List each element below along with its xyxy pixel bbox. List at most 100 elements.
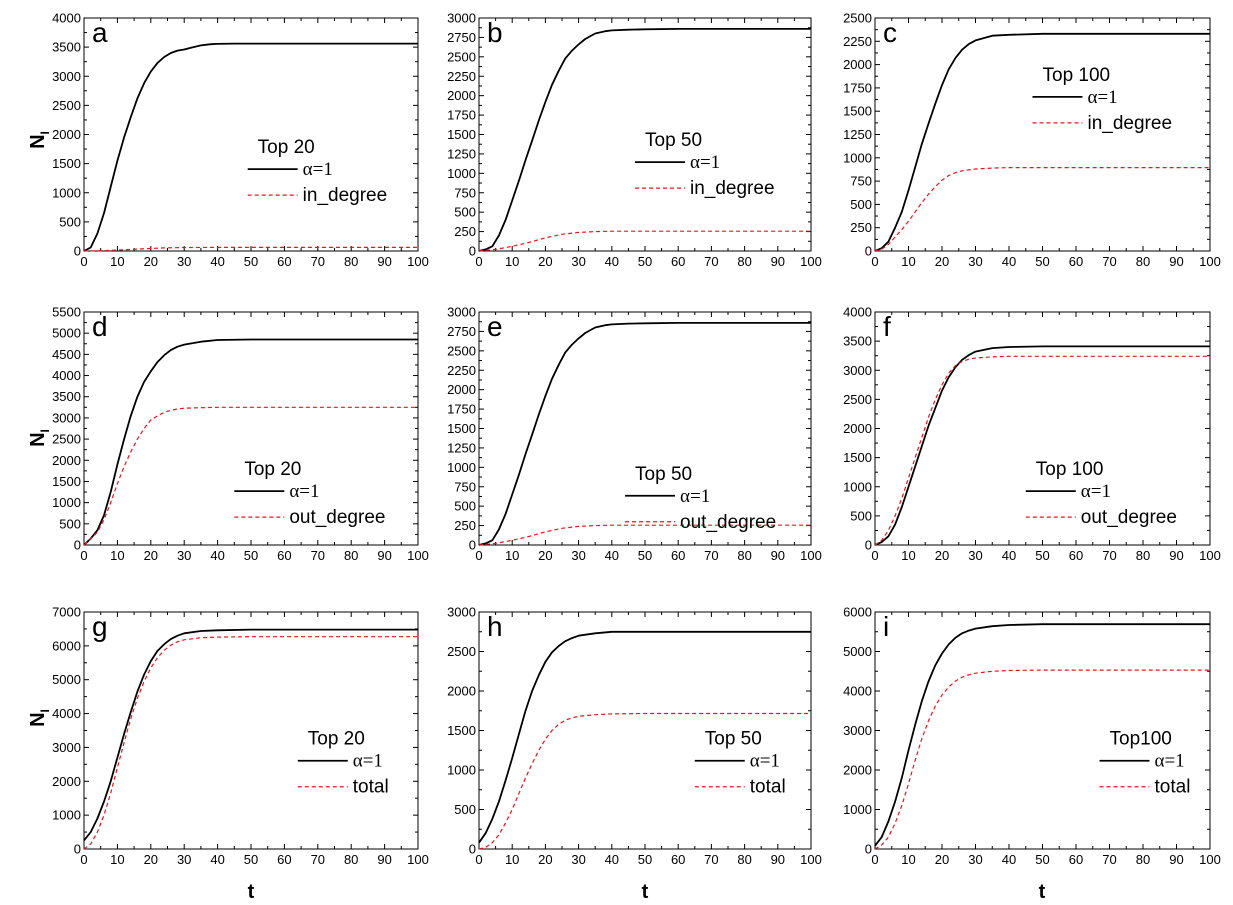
y-tick-label: 2000 xyxy=(447,88,476,103)
legend-title: Top 20 xyxy=(308,729,365,750)
y-tick-label: 250 xyxy=(454,518,476,533)
y-tick-label: 0 xyxy=(865,244,872,259)
x-tick-label: 70 xyxy=(311,852,325,867)
series-line-baseline xyxy=(478,712,811,850)
x-tick-label: 50 xyxy=(244,852,258,867)
y-tick-label: 2000 xyxy=(52,453,81,468)
x-tick-label: 60 xyxy=(671,852,685,867)
y-tick-label: 4000 xyxy=(843,684,872,699)
x-tick-label: 20 xyxy=(935,548,949,563)
legend-entry: α=1 xyxy=(690,152,720,173)
y-tick-label: 3000 xyxy=(843,363,872,378)
x-tick-label: 20 xyxy=(538,254,552,269)
x-tick-label: 70 xyxy=(311,254,325,269)
x-tick-label: 10 xyxy=(110,548,124,563)
x-tick-label: 70 xyxy=(1102,254,1116,269)
y-tick-label: 1750 xyxy=(843,80,872,95)
x-tick-label: 80 xyxy=(344,548,358,563)
panel-b: 0 10 20 30 40 50 60 70 80 90 100025050075010001250… xyxy=(447,11,822,270)
panel-c: 0 10 20 30 40 50 60 70 80 90 100025050075010001250… xyxy=(843,11,1221,270)
panel-letter: f xyxy=(883,311,891,342)
y-tick-label: 3500 xyxy=(52,389,81,404)
y-tick-label: 2500 xyxy=(843,11,872,26)
x-tick-label: 20 xyxy=(144,254,158,269)
y-axis-title-main: N xyxy=(27,712,49,726)
x-tick-label: 90 xyxy=(771,254,785,269)
x-tick-label: 60 xyxy=(671,548,685,563)
x-tick-label: 40 xyxy=(1002,548,1016,563)
legend-title: Top 20 xyxy=(258,137,315,158)
x-tick-label: 100 xyxy=(800,254,822,269)
series-line-alpha xyxy=(874,345,1210,546)
x-tick-label: 90 xyxy=(377,548,391,563)
x-tick-label: 50 xyxy=(1035,254,1049,269)
y-axis-title-subscript: I xyxy=(38,429,52,432)
series-line-alpha xyxy=(83,338,418,546)
y-tick-label: 2250 xyxy=(447,363,476,378)
y-tick-label: 1250 xyxy=(447,146,476,161)
y-axis-title-main: N xyxy=(27,134,49,148)
y-tick-label: 2500 xyxy=(447,644,476,659)
x-tick-label: 0 xyxy=(80,852,87,867)
y-tick-label: 1500 xyxy=(447,127,476,142)
x-tick-label: 0 xyxy=(475,852,482,867)
y-tick-label: 2000 xyxy=(447,382,476,397)
y-tick-label: 2500 xyxy=(52,98,81,113)
x-tick-label: 30 xyxy=(968,852,982,867)
x-tick-label: 80 xyxy=(737,548,751,563)
legend-title: Top 50 xyxy=(705,729,762,750)
y-tick-label: 0 xyxy=(74,538,81,553)
x-tick-label: 100 xyxy=(800,548,822,563)
legend-entry: α=1 xyxy=(750,751,780,772)
x-tick-label: 40 xyxy=(1002,852,1016,867)
x-tick-label: 70 xyxy=(704,548,718,563)
y-tick-label: 7000 xyxy=(52,605,81,620)
legend-entry: α=1 xyxy=(1088,87,1118,108)
y-tick-label: 5000 xyxy=(843,644,872,659)
x-tick-label: 50 xyxy=(638,548,652,563)
y-tick-label: 1000 xyxy=(447,460,476,475)
y-tick-label: 2250 xyxy=(447,69,476,84)
legend-entry: total xyxy=(353,777,389,798)
legend-entry: total xyxy=(1155,777,1191,798)
y-tick-label: 3500 xyxy=(843,334,872,349)
legend-entry: in_degree xyxy=(690,178,775,199)
plot-frame xyxy=(83,17,419,252)
x-tick-label: 50 xyxy=(244,548,258,563)
x-tick-label: 10 xyxy=(505,852,519,867)
x-tick-label: 40 xyxy=(210,548,224,563)
panel-letter: i xyxy=(883,611,889,642)
legend: Top 20α=1 in_degree xyxy=(247,137,387,206)
y-tick-label: 6000 xyxy=(52,638,81,653)
y-tick-label: 1000 xyxy=(843,479,872,494)
y-tick-label: 5000 xyxy=(52,326,81,341)
x-axis-title-col-1: t xyxy=(248,881,255,903)
x-tick-label: 80 xyxy=(737,852,751,867)
series-line-baseline xyxy=(874,355,1210,546)
y-tick-label: 2000 xyxy=(52,127,81,142)
x-tick-label: 50 xyxy=(1035,548,1049,563)
x-tick-label: 30 xyxy=(571,254,585,269)
panel-letter: d xyxy=(92,311,108,342)
x-tick-label: 30 xyxy=(968,254,982,269)
legend: Top 50α=1 total xyxy=(694,729,786,798)
y-tick-label: 2000 xyxy=(843,763,872,778)
x-tick-label: 30 xyxy=(571,852,585,867)
y-tick-label: 750 xyxy=(850,174,872,189)
y-tick-label: 2500 xyxy=(52,432,81,447)
y-tick-label: 500 xyxy=(454,499,476,514)
x-tick-label: 20 xyxy=(144,852,158,867)
panel-h: 0 10 20 30 40 50 60 70 80 90 100050010001500200025… xyxy=(447,605,822,868)
plot-frame xyxy=(478,311,812,546)
y-axis-title-main: N xyxy=(27,432,49,446)
x-tick-label: 20 xyxy=(538,548,552,563)
legend-entry: out_degree xyxy=(680,512,776,533)
series-line-alpha xyxy=(478,321,811,546)
y-axis-title-row-3: NI xyxy=(27,709,52,727)
y-axis-title-row-2: NI xyxy=(27,429,52,447)
y-tick-label: 1000 xyxy=(52,185,81,200)
series-line-alpha xyxy=(874,32,1210,252)
x-tick-label: 40 xyxy=(1002,254,1016,269)
y-tick-label: 2750 xyxy=(447,30,476,45)
